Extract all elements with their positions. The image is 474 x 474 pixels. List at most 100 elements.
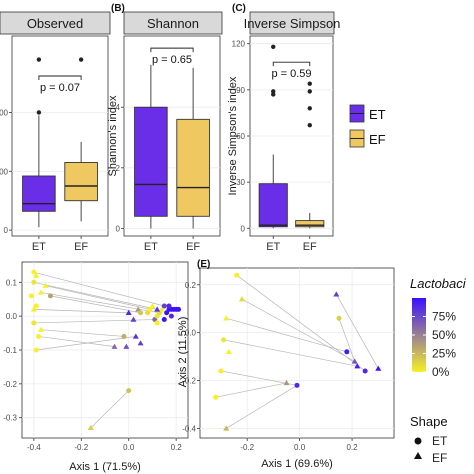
outlier-point bbox=[78, 57, 84, 62]
outlier-point bbox=[307, 123, 312, 128]
data-point-ef bbox=[154, 306, 161, 312]
data-point-ef bbox=[123, 343, 130, 349]
data-point-ef bbox=[225, 348, 232, 355]
box bbox=[22, 175, 56, 212]
legend-label: EF bbox=[432, 451, 447, 465]
data-point-et bbox=[31, 269, 37, 275]
y-tick-label: 2 bbox=[116, 164, 121, 173]
data-point-et bbox=[33, 303, 39, 309]
significance-bracket bbox=[38, 75, 82, 80]
significance-bracket bbox=[150, 47, 194, 53]
data-point-ef bbox=[375, 365, 382, 371]
y-axis-label: Inverse Simpson's index bbox=[227, 76, 239, 195]
y-tick-label: -0.1 bbox=[3, 346, 17, 355]
x-tick-label: 0.2 bbox=[346, 443, 358, 452]
data-point-ef bbox=[351, 358, 358, 364]
x-tick-label: ET bbox=[266, 241, 280, 253]
x-tick-label: ET bbox=[144, 241, 158, 253]
pair-segment bbox=[90, 390, 129, 429]
y-axis-label: Axis 2 (11.5%) bbox=[177, 317, 189, 388]
gradient-label: 0% bbox=[432, 365, 450, 379]
panel-label: (E) bbox=[197, 259, 210, 270]
box bbox=[64, 162, 98, 202]
outlier-point bbox=[307, 106, 312, 111]
pair-segment bbox=[33, 271, 165, 307]
data-point-ef bbox=[158, 306, 165, 312]
legend-label: ET bbox=[432, 434, 448, 448]
scatter-panel-2: (E) -0.4 -0.2 0.0 0.2 -0.2 0.0 0.2 Axis 1 (69.6%… bbox=[177, 259, 395, 470]
data-point-et bbox=[126, 388, 132, 394]
pair-segment bbox=[33, 281, 158, 310]
data-point-et bbox=[138, 310, 144, 316]
data-point-et bbox=[28, 293, 34, 299]
data-point-et bbox=[166, 303, 172, 309]
y-tick-label: 0 bbox=[241, 224, 246, 233]
data-point-et bbox=[294, 382, 300, 388]
pair-segment bbox=[50, 295, 141, 314]
box bbox=[258, 183, 288, 228]
x-tick-label: 0.2 bbox=[171, 443, 183, 452]
pair-segment bbox=[226, 317, 347, 353]
data-point-ef bbox=[132, 333, 139, 339]
y-tick-label: 90 bbox=[236, 86, 245, 95]
gradient-legend-title: Lactobaci bbox=[410, 276, 467, 291]
y-tick-label: 0.0 bbox=[6, 312, 18, 321]
data-point-et bbox=[154, 320, 160, 326]
group-legend: ET EF bbox=[349, 104, 386, 148]
data-point-ef bbox=[283, 379, 290, 386]
data-point-ef bbox=[111, 343, 118, 349]
x-tick-label: -0.2 bbox=[240, 443, 254, 452]
x-tick-label: 0.0 bbox=[294, 443, 306, 452]
data-point-et bbox=[336, 315, 342, 321]
outlier-point bbox=[271, 89, 276, 94]
p-value-label: p = 0.07 bbox=[40, 82, 80, 94]
gradient-bar bbox=[412, 298, 426, 372]
plot-area bbox=[199, 267, 395, 439]
data-point-et bbox=[176, 306, 182, 312]
x-tick-label: -0.4 bbox=[27, 443, 41, 452]
data-point-ef bbox=[37, 326, 44, 332]
data-point-et bbox=[161, 317, 167, 323]
data-point-et bbox=[362, 368, 368, 374]
data-point-et bbox=[213, 394, 219, 400]
y-tick-label: 0 bbox=[116, 224, 121, 233]
data-point-ef bbox=[354, 363, 361, 369]
scatter-panel-1: -0.3 -0.2 -0.1 0.0 0.1 -0.4 -0.2 0.0 0.2 Axis 1 (… bbox=[3, 261, 189, 473]
panel-label: (B) bbox=[111, 3, 125, 14]
y-axis-label: Shannon's index bbox=[107, 95, 119, 176]
pair-segment bbox=[40, 329, 124, 337]
legend-key-triangle bbox=[414, 452, 422, 459]
box-panel-3: Inverse Simpson (C) 0 30 60 90 120 Inverse Simp… bbox=[227, 3, 340, 253]
x-tick-label: EF bbox=[303, 241, 317, 253]
data-point-et bbox=[47, 293, 53, 299]
y-tick-label: -0.2 bbox=[3, 380, 17, 389]
data-point-et bbox=[33, 347, 39, 353]
data-point-ef bbox=[149, 303, 156, 309]
data-point-et bbox=[31, 279, 37, 285]
panel-title: Shannon bbox=[147, 16, 199, 31]
y-tick-label: -0.3 bbox=[3, 414, 17, 423]
pair-segment bbox=[220, 370, 298, 386]
data-point-ef bbox=[223, 425, 230, 431]
y-tick-label: 4 bbox=[116, 103, 121, 112]
data-point-et bbox=[36, 333, 42, 339]
pair-segment bbox=[338, 318, 356, 362]
data-point-et bbox=[344, 349, 350, 355]
x-tick-label: EF bbox=[186, 241, 200, 253]
outlier-point bbox=[271, 92, 276, 97]
y-tick-label: 0 bbox=[4, 226, 9, 235]
x-tick-label: ET bbox=[32, 241, 46, 253]
data-point-ef bbox=[30, 306, 37, 312]
x-axis-label: Axis 1 (71.5%) bbox=[69, 461, 141, 473]
y-tick-label: 0.2 bbox=[185, 281, 197, 290]
panel-title: Observed bbox=[27, 16, 83, 31]
data-point-et bbox=[121, 333, 127, 339]
y-tick-label: 00 bbox=[0, 167, 9, 176]
data-point-ef bbox=[333, 291, 340, 297]
pair-segment bbox=[336, 294, 379, 369]
x-tick-label: 0.0 bbox=[123, 443, 135, 452]
data-point-ef bbox=[37, 289, 44, 295]
y-tick-label: 0.0 bbox=[185, 329, 197, 338]
data-point-ef bbox=[33, 272, 40, 278]
